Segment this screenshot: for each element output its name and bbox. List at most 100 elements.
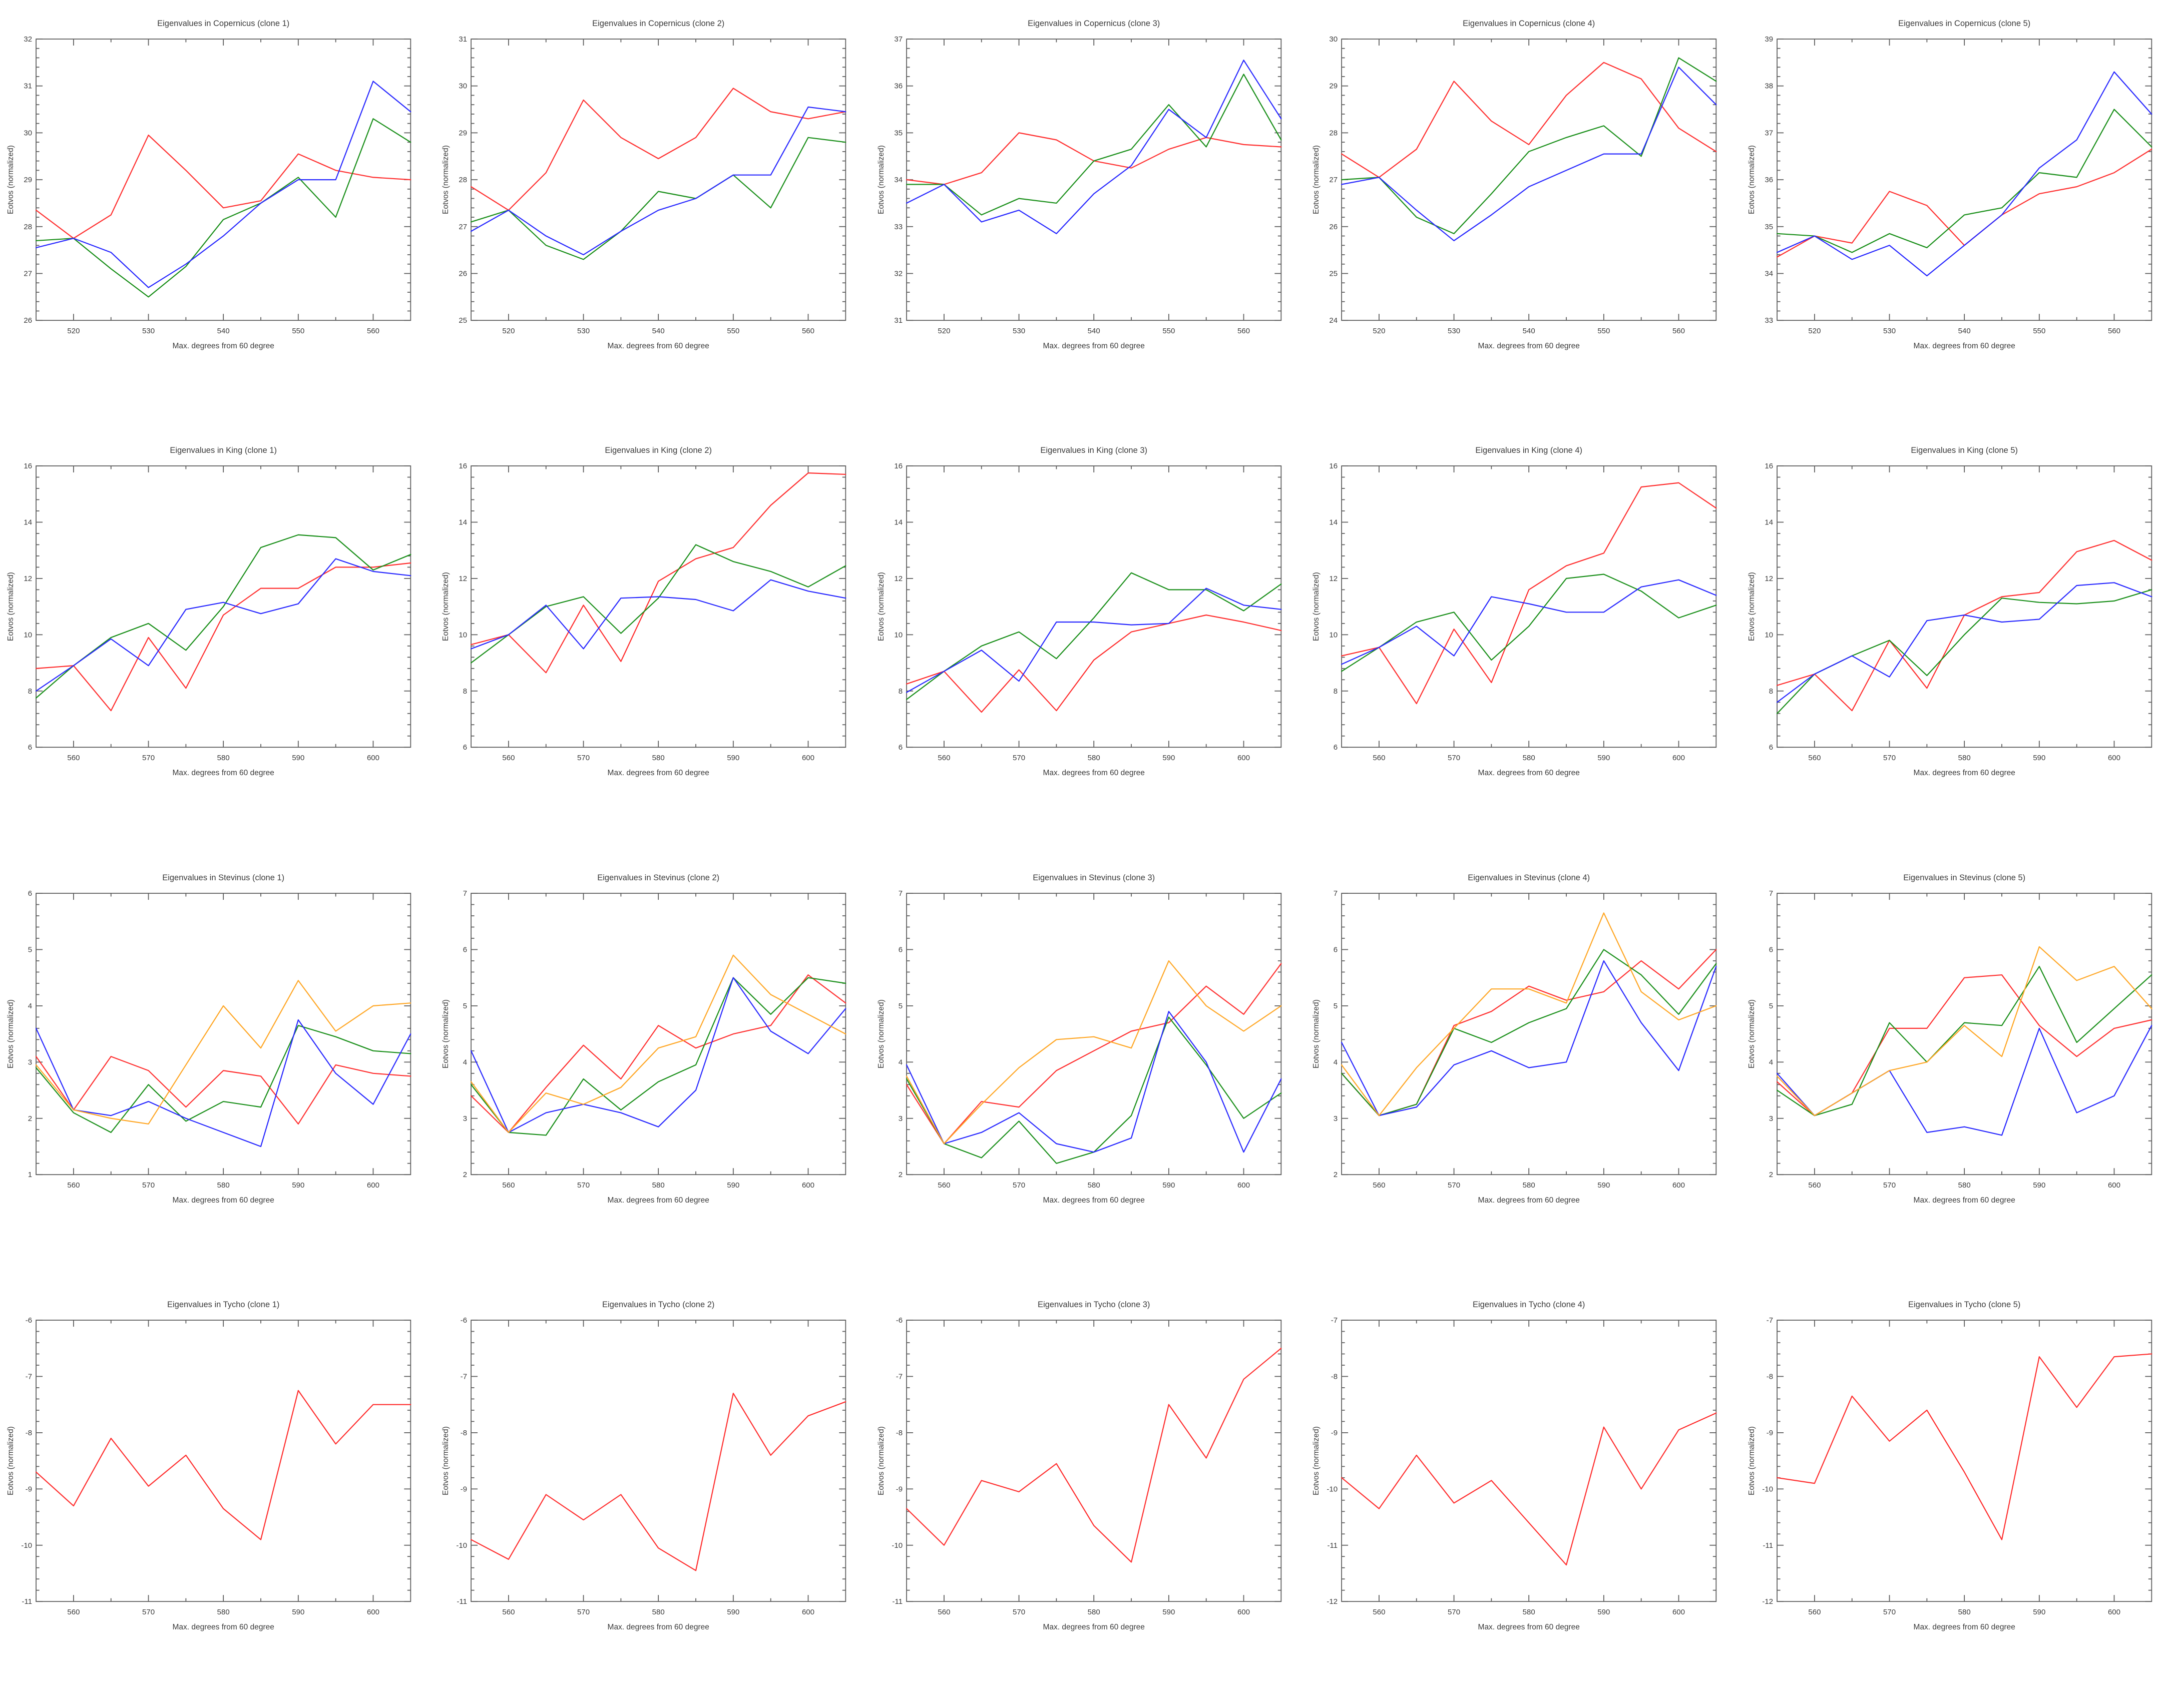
chart-king-clone-4: 560 570 580 590 600 6 8 10 12 14 16 Eigenvalues in … <box>1305 427 1740 854</box>
series-line-red <box>471 472 846 674</box>
x-tick-label: 530 <box>1883 327 1896 335</box>
x-tick-label: 570 <box>1883 1181 1896 1190</box>
tick-labels: 560 570 580 590 600 -11 -10 -9 -8 -7 -6 <box>892 1316 1250 1616</box>
y-tick-label: -6 <box>896 1316 903 1325</box>
y-tick-label: 6 <box>1334 743 1338 752</box>
plot-frame <box>906 465 1282 748</box>
x-tick-label: 570 <box>142 754 155 762</box>
x-tick-label: 560 <box>938 1608 950 1616</box>
plot-frame <box>906 1319 1282 1602</box>
y-axis-label: Eotvos (normalized) <box>1312 1426 1321 1495</box>
series-line-red <box>1341 948 1717 1116</box>
y-tick-label: 29 <box>459 129 468 137</box>
y-tick-label: 12 <box>459 575 468 583</box>
series-line-orange <box>1776 946 2152 1116</box>
x-tick-label: 530 <box>1448 327 1460 335</box>
series-line-red <box>1776 1353 2152 1540</box>
series-line-green <box>35 118 411 298</box>
chart-svg: 560 570 580 590 600 6 8 10 12 14 16 Eigenvalues in … <box>7 446 411 777</box>
y-tick-label: 6 <box>28 743 32 752</box>
x-tick-label: 600 <box>802 1608 814 1616</box>
y-tick-label: -11 <box>892 1597 903 1606</box>
x-tick-label: 560 <box>67 754 80 762</box>
tick-labels: 520 530 540 550 560 33 34 35 36 37 38 39 <box>1765 35 2120 335</box>
y-tick-label: 6 <box>899 945 903 954</box>
y-tick-label: -7 <box>896 1372 903 1381</box>
chart-svg: 520 530 540 550 560 24 25 26 27 28 29 30 Eigenvalues… <box>1312 19 1717 350</box>
y-tick-label: 5 <box>899 1001 903 1010</box>
x-tick-label: 600 <box>367 1608 379 1616</box>
y-tick-label: 6 <box>1334 945 1338 954</box>
x-tick-label: 590 <box>727 754 740 762</box>
y-tick-label: -12 <box>1762 1597 1773 1606</box>
chart-stevinus-clone-4: 560 570 580 590 600 2 3 4 5 6 7 Eigenvalues in Stev… <box>1305 854 1740 1281</box>
chart-svg: 560 570 580 590 600 2 3 4 5 6 7 Eigenvalues in Stev… <box>442 873 846 1205</box>
x-tick-label: 590 <box>1598 1181 1610 1190</box>
chart-title: Eigenvalues in King (clone 3) <box>1040 446 1147 455</box>
y-tick-label: 36 <box>1765 176 1773 184</box>
x-tick-label: 560 <box>1672 327 1685 335</box>
y-tick-label: 10 <box>1765 631 1773 640</box>
tick-labels: 560 570 580 590 600 2 3 4 5 6 7 <box>1334 889 1685 1190</box>
y-tick-label: -8 <box>461 1429 467 1437</box>
x-tick-label: 590 <box>1598 754 1610 762</box>
axis-ticks <box>1777 465 2151 748</box>
x-tick-label: 570 <box>1883 1608 1896 1616</box>
chart-stevinus-clone-5: 560 570 580 590 600 2 3 4 5 6 7 Eigenvalues in Stev… <box>1741 854 2176 1281</box>
x-tick-label: 560 <box>1373 754 1386 762</box>
x-tick-label: 600 <box>1672 754 1685 762</box>
plot-frame <box>471 892 846 1175</box>
axis-ticks <box>906 465 1281 748</box>
y-tick-label: 28 <box>459 176 468 184</box>
series-line-red <box>1776 974 2152 1116</box>
y-tick-label: -11 <box>1763 1541 1773 1550</box>
x-tick-label: 600 <box>2108 754 2120 762</box>
series-line-green <box>906 74 1282 216</box>
y-axis-label: Eotvos (normalized) <box>7 145 15 214</box>
series-line-green <box>1341 57 1717 234</box>
x-tick-label: 550 <box>727 327 740 335</box>
x-tick-label: 590 <box>2033 1608 2045 1616</box>
y-axis-label: Eotvos (normalized) <box>442 145 450 214</box>
y-tick-label: 10 <box>24 631 32 640</box>
series-line-blue <box>471 977 846 1133</box>
x-tick-label: 530 <box>142 327 155 335</box>
y-tick-label: -7 <box>461 1372 467 1381</box>
axis-ticks <box>471 892 846 1175</box>
x-tick-label: 580 <box>217 1181 230 1190</box>
x-tick-label: 580 <box>217 754 230 762</box>
y-tick-label: 2 <box>463 1171 467 1179</box>
y-tick-label: -11 <box>457 1597 468 1606</box>
series-line-blue <box>35 81 411 288</box>
x-tick-label: 540 <box>652 327 665 335</box>
x-axis-label: Max. degrees from 60 degree <box>1043 1623 1144 1631</box>
axis-ticks <box>471 1319 846 1602</box>
plot-frame <box>36 1319 411 1602</box>
y-tick-label: 7 <box>1769 889 1773 898</box>
tick-labels: 560 570 580 590 600 -11 -10 -9 -8 -7 -6 <box>457 1316 815 1616</box>
x-axis-label: Max. degrees from 60 degree <box>1913 1623 2015 1631</box>
x-tick-label: 540 <box>217 327 230 335</box>
y-tick-label: 16 <box>894 462 903 470</box>
y-tick-label: 14 <box>24 518 32 527</box>
y-axis-label: Eotvos (normalized) <box>877 1426 886 1495</box>
series-line-red <box>35 1390 411 1540</box>
axis-ticks <box>36 39 411 321</box>
x-tick-label: 590 <box>1162 754 1175 762</box>
chart-title: Eigenvalues in Stevinus (clone 2) <box>598 873 720 882</box>
x-axis-label: Max. degrees from 60 degree <box>1478 769 1580 777</box>
y-tick-label: 4 <box>463 1058 467 1066</box>
series-line-blue <box>35 1019 411 1147</box>
plot-frame <box>471 465 846 748</box>
chart-copernicus-clone-4: 520 530 540 550 560 24 25 26 27 28 29 30 Eigenvalues… <box>1305 0 1740 427</box>
y-tick-label: 12 <box>894 575 903 583</box>
series-line-blue <box>35 558 411 692</box>
y-tick-label: 12 <box>1765 575 1773 583</box>
chart-title: Eigenvalues in King (clone 1) <box>170 446 277 455</box>
y-tick-label: 33 <box>894 223 903 231</box>
y-tick-label: 7 <box>1334 889 1338 898</box>
y-tick-label: 28 <box>1330 129 1338 137</box>
x-tick-label: 580 <box>1087 1181 1100 1190</box>
y-tick-label: 30 <box>459 82 468 91</box>
chart-title: Eigenvalues in Copernicus (clone 2) <box>593 19 725 28</box>
